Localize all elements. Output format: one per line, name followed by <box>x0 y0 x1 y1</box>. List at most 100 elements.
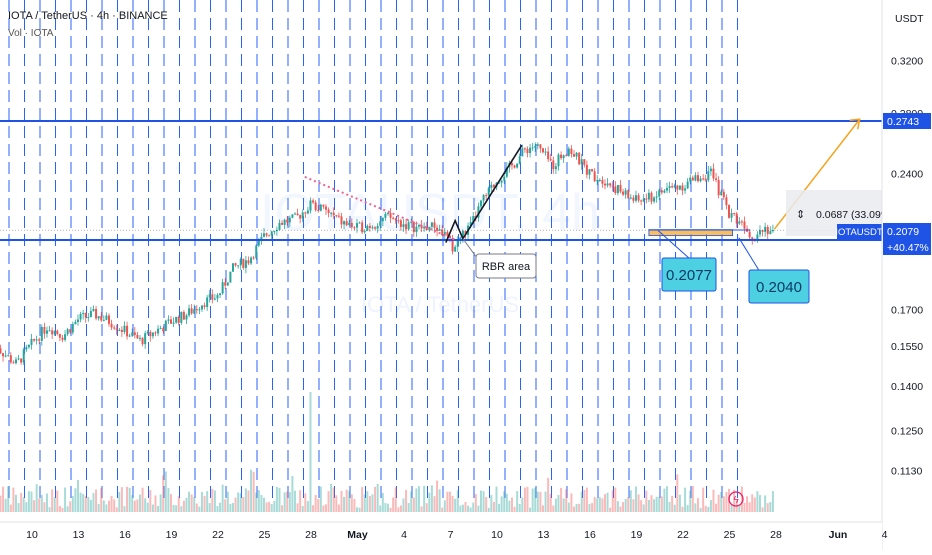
volume-bar <box>412 497 415 512</box>
volume-bar <box>591 503 594 512</box>
volume-bar <box>33 500 36 512</box>
candle-body <box>492 184 495 188</box>
volume-bar <box>312 505 315 512</box>
volume-bar <box>565 489 568 512</box>
candle-body <box>627 190 630 199</box>
volume-bar <box>596 498 599 512</box>
candle-body <box>324 206 327 210</box>
volume-bar <box>686 505 689 512</box>
candle-body <box>485 195 488 197</box>
candle-body <box>616 184 619 194</box>
volume-bar <box>454 498 457 512</box>
volume-bar <box>505 493 508 512</box>
candle-body <box>715 178 718 181</box>
candle-body <box>2 353 5 357</box>
volume-bar <box>154 495 157 512</box>
candle-body <box>521 148 524 157</box>
candle-body <box>281 222 284 225</box>
volume-bar <box>469 507 472 512</box>
volume-bar <box>74 488 77 512</box>
candle-body <box>164 320 167 332</box>
volume-bar <box>678 494 681 512</box>
volume-bar <box>319 486 322 512</box>
watermark: IOTAUSDT, 4h IOTA / TetherUS <box>260 184 600 317</box>
volume-bar <box>358 507 361 512</box>
descending-resistance-line <box>304 176 456 241</box>
candle-body <box>699 178 702 182</box>
volume-bar <box>136 499 139 512</box>
time-axis-background <box>0 522 882 550</box>
volume-bar <box>296 503 299 512</box>
last-price-tag <box>883 223 931 255</box>
price-tick-label: 0.1700 <box>891 305 923 317</box>
candle-body <box>653 197 656 202</box>
candle-body <box>105 315 108 320</box>
volume-bar <box>397 507 400 512</box>
candle-body <box>536 144 539 146</box>
lightning-icon <box>728 491 744 507</box>
candle-body <box>226 282 229 286</box>
volume-bar <box>578 503 581 512</box>
symbol-tag-text: IOTAUSDT <box>835 227 883 238</box>
volume-bar <box>642 504 645 512</box>
volume-bar <box>665 486 668 512</box>
candle-body <box>89 310 92 318</box>
volume-bar <box>113 499 116 512</box>
candle-body <box>407 222 410 230</box>
candle-body <box>722 191 725 198</box>
candle-body <box>288 217 291 223</box>
candle-body <box>327 209 330 213</box>
volume-bar <box>180 506 183 512</box>
volume-bar <box>157 505 160 512</box>
candle-body <box>448 235 451 239</box>
volume-bar <box>4 498 7 512</box>
volume-bar <box>474 494 477 512</box>
candle-body <box>570 148 573 155</box>
volume-bar <box>239 493 242 512</box>
candle-body <box>456 240 459 247</box>
volume-bar <box>495 486 498 512</box>
volume-bar <box>27 491 30 512</box>
volume-bar <box>188 491 191 512</box>
chart-title: IOTA / TetherUS · 4h · BINANCE <box>8 10 168 22</box>
volume-bar <box>92 493 95 512</box>
volume-bar <box>420 506 423 512</box>
candle-body <box>412 221 415 233</box>
volume-bar <box>195 503 198 512</box>
volume-bar <box>448 491 451 512</box>
price-tick-label: 0.1130 <box>891 465 922 477</box>
volume-bar <box>340 491 343 512</box>
volume-bar <box>208 502 211 512</box>
candle-body <box>567 148 570 156</box>
candle-body <box>389 213 392 218</box>
candle-body <box>505 167 508 177</box>
candle-body <box>420 225 423 229</box>
candle-body <box>730 213 733 218</box>
candle-body <box>487 187 490 196</box>
time-tick-label: 28 <box>770 529 782 541</box>
volume-bar <box>632 499 635 512</box>
candle-body <box>609 183 612 186</box>
candle-body <box>436 227 439 231</box>
volume-bar <box>255 492 258 512</box>
volume-bar <box>616 501 619 512</box>
volume-bar <box>169 494 172 512</box>
volume-bar <box>464 501 467 512</box>
volume-bar <box>144 498 147 512</box>
volume-bar <box>425 503 428 512</box>
volume-bar <box>381 493 384 512</box>
volume-bar <box>301 505 304 512</box>
candle-body <box>97 316 100 319</box>
volume-bar <box>244 488 247 512</box>
volume-bar <box>247 490 250 512</box>
volume-bar <box>270 504 273 512</box>
candle-body <box>438 229 441 231</box>
volume-bar <box>521 497 524 512</box>
volume-bar <box>89 499 92 512</box>
candle-body <box>637 195 640 201</box>
volume-bar <box>273 500 276 512</box>
candle-body <box>133 332 136 335</box>
candle-body <box>417 225 420 227</box>
